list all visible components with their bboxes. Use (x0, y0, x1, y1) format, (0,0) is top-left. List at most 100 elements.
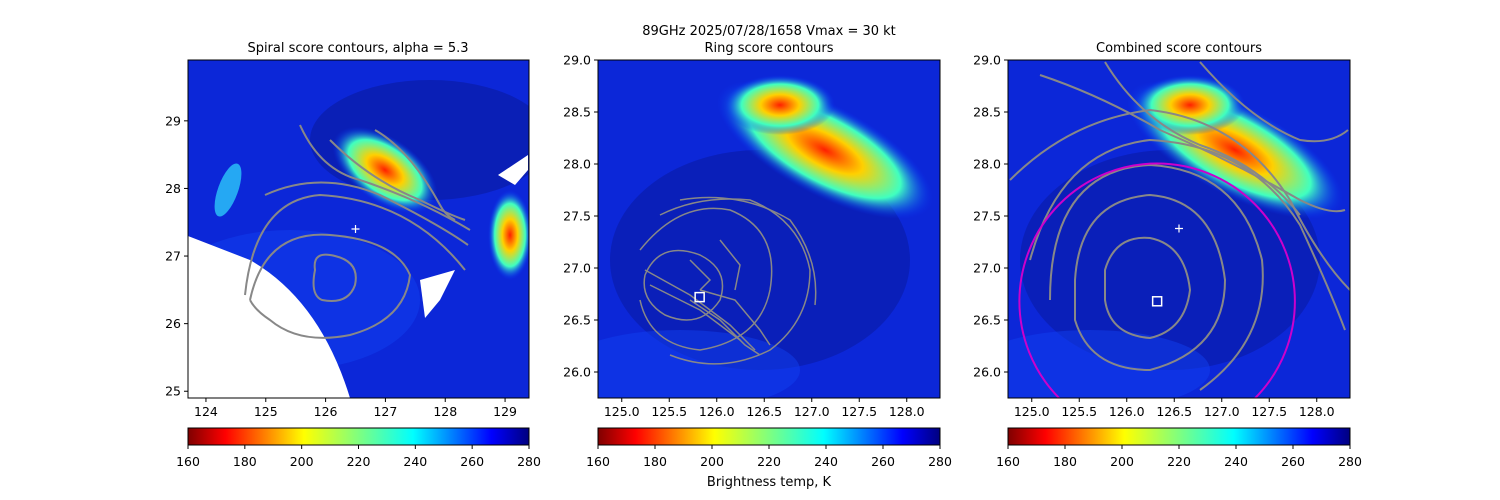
x-tick-label: 125.0 (604, 404, 640, 419)
colorbar-tick-label: 200 (1110, 454, 1134, 469)
panel-title: Spiral score contours, alpha = 5.3 (247, 41, 468, 56)
swath-gap-ne (498, 155, 528, 185)
colorbar-tick-label: 240 (403, 454, 427, 469)
y-tick-label: 26.5 (563, 313, 591, 328)
colorbar-tick-label: 160 (176, 454, 200, 469)
y-tick-label: 29.0 (563, 53, 591, 68)
convection-east (488, 190, 529, 280)
colorbar-tick-label: 260 (871, 454, 895, 469)
x-tick-label: 126.5 (1156, 404, 1192, 419)
panel-combined: Combined score contours 125.0 125.5 126.0 1… (973, 41, 1362, 469)
x-tick-label: 126.0 (699, 404, 735, 419)
y-tick-label: 27.0 (563, 261, 591, 276)
figure-suptitle: 89GHz 2025/07/28/1658 Vmax = 30 kt (642, 24, 896, 39)
colorbar-tick-label: 220 (1167, 454, 1191, 469)
combined-contours (1009, 61, 1350, 391)
center-plus-marker (351, 225, 360, 233)
y-tick-label: 26.0 (973, 365, 1001, 380)
colorbar-tick-label: 200 (700, 454, 724, 469)
y-tick-label: 26.0 (563, 365, 591, 380)
x-tick-label: 127.5 (841, 404, 877, 419)
first-guess-plus-marker (1175, 224, 1183, 233)
x-tick-label: 125 (254, 404, 278, 419)
colorbar-tick-label: 280 (1338, 454, 1362, 469)
colorbar-tick-label: 200 (290, 454, 314, 469)
colorbar-ticks: 160 180 200 220 240 260 280 (176, 445, 541, 469)
colorbar-bar (597, 427, 941, 446)
colorbar-tick-label: 160 (996, 454, 1020, 469)
x-tick-label: 124 (194, 404, 218, 419)
colorbar-tick-label: 280 (517, 454, 541, 469)
x-tick-label: 125.5 (651, 404, 687, 419)
x-tick-label: 126.5 (746, 404, 782, 419)
warm-background (598, 330, 800, 398)
x-tick-label: 129 (493, 404, 517, 419)
colorbar-tick-label: 240 (814, 454, 838, 469)
x-tick-label: 128 (433, 404, 457, 419)
y-tick-label: 28.5 (973, 105, 1001, 120)
panel-ring: Ring score contours 125.0 125.5 126.0 12 (563, 41, 952, 490)
convection-west (214, 163, 242, 217)
colorbar-bar (1007, 427, 1351, 446)
spiral-contours (244, 124, 471, 339)
colorbar-tick-label: 260 (1281, 454, 1305, 469)
x-tick-label: 127.0 (794, 404, 830, 419)
colorbar-tick-label: 220 (347, 454, 371, 469)
axis-ticks: 125.0 125.5 126.0 126.5 127.0 127.5 128.0 26.0 2… (973, 53, 1335, 420)
y-tick-label: 28.5 (563, 105, 591, 120)
x-tick-label: 128.0 (889, 404, 925, 419)
panel-title: Combined score contours (1096, 41, 1262, 56)
colorbar-bar (187, 427, 530, 446)
y-tick-label: 28.0 (973, 157, 1001, 172)
colorbar-tick-label: 180 (233, 454, 257, 469)
colorbar-tick-label: 280 (928, 454, 952, 469)
axis-ticks: 124 125 126 127 128 129 25 26 27 28 29 (165, 113, 517, 419)
y-tick-label: 29.0 (973, 53, 1001, 68)
x-tick-label: 125.5 (1061, 404, 1097, 419)
axis-ticks: 125.0 125.5 126.0 126.5 127.0 127.5 128.0 26.0 2… (563, 53, 925, 420)
cold-background (1020, 150, 1320, 370)
colorbar-label: Brightness temp, K (707, 475, 832, 490)
colorbar-tick-label: 180 (643, 454, 667, 469)
y-tick-label: 27 (165, 249, 181, 264)
colorbar-tick-label: 160 (586, 454, 610, 469)
ring-contours (639, 196, 817, 365)
y-tick-label: 29 (165, 113, 181, 128)
colorbar: 160 180 200 220 240 260 280 (176, 427, 541, 469)
axes-frame (597, 59, 941, 399)
convection-north (725, 75, 835, 135)
y-tick-label: 25 (165, 384, 181, 399)
colorbar-tick-label: 240 (1224, 454, 1248, 469)
colorbar-tick-label: 180 (1053, 454, 1077, 469)
ring-circle (1018, 162, 1296, 398)
center-square-marker (694, 291, 705, 303)
panel-spiral: Spiral score contours, alpha = 5.3 (165, 41, 541, 469)
convection-band (332, 126, 438, 214)
x-tick-label: 125.0 (1014, 404, 1050, 419)
x-tick-label: 128.0 (1299, 404, 1335, 419)
colorbar-tick-label: 220 (757, 454, 781, 469)
y-tick-label: 27.5 (973, 209, 1001, 224)
convection-north (1135, 75, 1245, 135)
colorbar-tick-label: 260 (460, 454, 484, 469)
y-tick-label: 27.5 (563, 209, 591, 224)
y-tick-label: 26.5 (973, 313, 1001, 328)
x-tick-label: 126 (314, 404, 338, 419)
swath-gap (188, 236, 350, 398)
y-tick-label: 28 (165, 181, 181, 196)
axes-frame (187, 59, 530, 399)
colorbar-ticks: 160 180 200 220 240 260 280 (996, 445, 1362, 469)
warm-background (1008, 330, 1210, 398)
panel-title: Ring score contours (704, 41, 833, 56)
y-tick-label: 27.0 (973, 261, 1001, 276)
center-square-marker (1151, 296, 1163, 307)
colorbar: 160 180 200 220 240 260 280 (996, 427, 1362, 469)
colorbar: 160 180 200 220 240 260 280 (586, 427, 952, 469)
x-tick-label: 127.5 (1251, 404, 1287, 419)
x-tick-label: 126.0 (1109, 404, 1145, 419)
y-tick-label: 26 (165, 316, 181, 331)
colorbar-ticks: 160 180 200 220 240 260 280 (586, 445, 952, 469)
axes-frame (1007, 59, 1351, 399)
x-tick-label: 127.0 (1204, 404, 1240, 419)
